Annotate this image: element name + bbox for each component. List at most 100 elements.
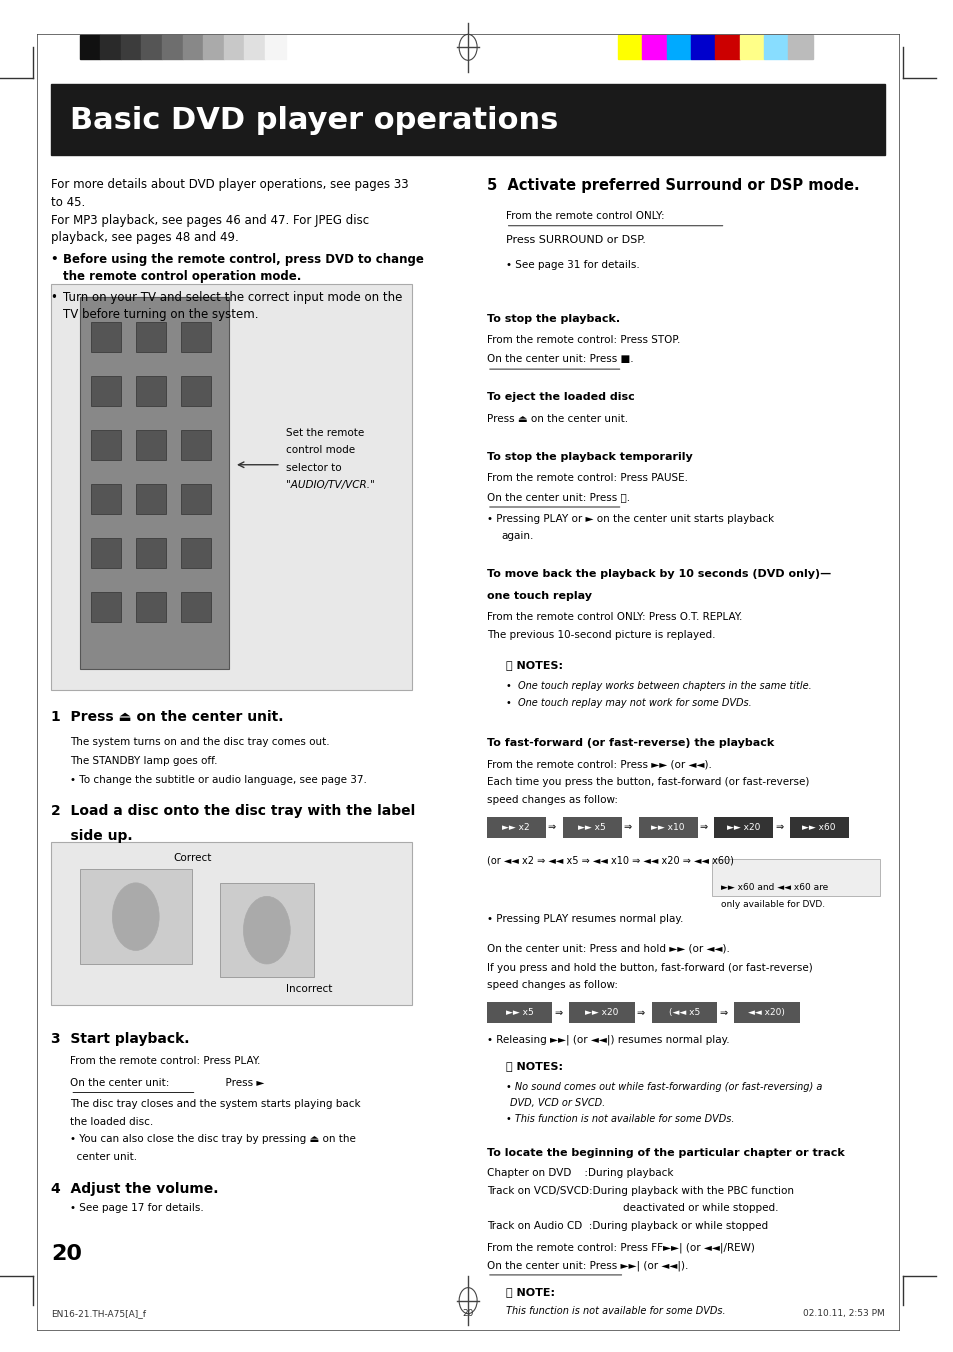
Text: ►► x20: ►► x20 (726, 823, 760, 831)
Bar (739, 35, 763, 59)
Text: •: • (51, 291, 62, 304)
Bar (180, 538, 211, 568)
Text: • You can also close the disc tray by pressing ⏏ on the: • You can also close the disc tray by pr… (71, 1134, 355, 1144)
Text: ⇒: ⇒ (623, 822, 631, 833)
Text: DVD, VCD or SVCD.: DVD, VCD or SVCD. (510, 1098, 605, 1107)
Bar (220, 883, 314, 977)
Bar (51, 842, 412, 1005)
Text: TV before turning on the system.: TV before turning on the system. (63, 308, 258, 322)
Text: From the remote control ONLY: Press O.T. REPLAY.: From the remote control ONLY: Press O.T.… (486, 612, 741, 622)
Text: This function is not available for some DVDs.: This function is not available for some … (505, 1306, 724, 1315)
Bar (91, 322, 121, 352)
Bar (486, 1002, 552, 1023)
Bar (224, 35, 244, 59)
Bar (91, 376, 121, 406)
Bar (182, 35, 203, 59)
Text: Press SURROUND or DSP.: Press SURROUND or DSP. (505, 235, 645, 245)
Bar (486, 817, 545, 838)
Text: ►► x5: ►► x5 (578, 823, 605, 831)
Text: selector to: selector to (285, 462, 341, 473)
Text: ►► x60: ►► x60 (801, 823, 835, 831)
Text: deactivated or while stopped.: deactivated or while stopped. (622, 1203, 778, 1213)
Text: • To change the subtitle or audio language, see page 37.: • To change the subtitle or audio langua… (71, 775, 367, 784)
Text: For MP3 playback, see pages 46 and 47. For JPEG disc: For MP3 playback, see pages 46 and 47. F… (51, 214, 369, 227)
Text: control mode: control mode (285, 445, 355, 456)
Text: From the remote control: Press STOP.: From the remote control: Press STOP. (486, 335, 679, 345)
Bar (180, 430, 211, 460)
Text: The previous 10-second picture is replayed.: The previous 10-second picture is replay… (486, 630, 715, 639)
Text: •  One touch replay works between chapters in the same title.: • One touch replay works between chapter… (505, 681, 810, 691)
Text: Set the remote: Set the remote (285, 427, 363, 438)
Text: On the center unit: Press ■.: On the center unit: Press ■. (486, 354, 633, 364)
Text: On the center unit: Press and hold ►► (or ◄◄).: On the center unit: Press and hold ►► (o… (486, 944, 729, 953)
Bar (180, 376, 211, 406)
Bar (638, 817, 697, 838)
Text: Track on Audio CD  :During playback or while stopped: Track on Audio CD :During playback or wh… (486, 1221, 767, 1230)
Text: The system turns on and the disc tray comes out.: The system turns on and the disc tray co… (71, 737, 330, 746)
Text: center unit.: center unit. (71, 1152, 137, 1161)
Text: one touch replay: one touch replay (486, 591, 591, 600)
Bar (91, 484, 121, 514)
Bar (51, 284, 412, 690)
Text: ◄◄ x20): ◄◄ x20) (747, 1009, 784, 1017)
Text: Press ►: Press ► (206, 1078, 264, 1087)
Bar (733, 1002, 799, 1023)
Text: • See page 31 for details.: • See page 31 for details. (505, 260, 639, 269)
Text: (or ◄◄ x2 ⇒ ◄◄ x5 ⇒ ◄◄ x10 ⇒ ◄◄ x20 ⇒ ◄◄ x60): (or ◄◄ x2 ⇒ ◄◄ x5 ⇒ ◄◄ x10 ⇒ ◄◄ x20 ⇒ ◄◄… (486, 856, 733, 865)
Text: the loaded disc.: the loaded disc. (71, 1117, 153, 1126)
Bar (79, 35, 100, 59)
Bar (562, 817, 621, 838)
Bar (51, 84, 883, 155)
Bar (715, 35, 739, 59)
Text: To eject the loaded disc: To eject the loaded disc (486, 392, 634, 402)
Text: From the remote control: Press PAUSE.: From the remote control: Press PAUSE. (486, 473, 687, 483)
Text: From the remote control ONLY:: From the remote control ONLY: (505, 211, 663, 220)
Bar (135, 322, 166, 352)
Text: 20: 20 (462, 1309, 474, 1318)
Bar (203, 35, 224, 59)
Text: On the center unit: Press ⏸.: On the center unit: Press ⏸. (486, 492, 629, 502)
Bar (789, 817, 848, 838)
Text: • See page 17 for details.: • See page 17 for details. (71, 1203, 204, 1213)
Text: ►► x10: ►► x10 (650, 823, 683, 831)
Bar (711, 859, 880, 896)
Text: Turn on your TV and select the correct input mode on the: Turn on your TV and select the correct i… (63, 291, 401, 304)
Text: speed changes as follow:: speed changes as follow: (486, 795, 618, 804)
Text: From the remote control: Press ►► (or ◄◄).: From the remote control: Press ►► (or ◄◄… (486, 760, 711, 769)
Text: • Pressing PLAY resumes normal play.: • Pressing PLAY resumes normal play. (486, 914, 682, 923)
Bar (135, 592, 166, 622)
Text: 3  Start playback.: 3 Start playback. (51, 1032, 190, 1045)
Text: Press ⏏ on the center unit.: Press ⏏ on the center unit. (486, 414, 627, 423)
Text: ►► x20: ►► x20 (585, 1009, 618, 1017)
Text: •  One touch replay may not work for some DVDs.: • One touch replay may not work for some… (505, 698, 751, 707)
Bar (690, 35, 715, 59)
Text: speed changes as follow:: speed changes as follow: (486, 980, 618, 990)
Text: To move back the playback by 10 seconds (DVD only)—: To move back the playback by 10 seconds … (486, 569, 830, 579)
Text: ⇒: ⇒ (699, 822, 707, 833)
Text: again.: again. (500, 531, 533, 541)
Text: To fast-forward (or fast-reverse) the playback: To fast-forward (or fast-reverse) the pl… (486, 738, 773, 748)
Circle shape (243, 896, 290, 964)
Text: From the remote control: Press PLAY.: From the remote control: Press PLAY. (71, 1056, 260, 1065)
Text: 5  Activate preferred Surround or DSP mode.: 5 Activate preferred Surround or DSP mod… (486, 178, 859, 193)
Text: 2  Load a disc onto the disc tray with the label: 2 Load a disc onto the disc tray with th… (51, 804, 416, 818)
Bar (79, 297, 229, 669)
Text: 1  Press ⏏ on the center unit.: 1 Press ⏏ on the center unit. (51, 710, 284, 723)
Bar (100, 35, 121, 59)
Text: ⇒: ⇒ (719, 1007, 726, 1018)
Bar (135, 538, 166, 568)
Bar (91, 430, 121, 460)
Text: To stop the playback.: To stop the playback. (486, 314, 619, 323)
Text: •: • (51, 253, 63, 266)
Bar (787, 35, 812, 59)
Text: ►► x2: ►► x2 (501, 823, 529, 831)
Text: 02.10.11, 2:53 PM: 02.10.11, 2:53 PM (802, 1309, 883, 1318)
Text: • This function is not available for some DVDs.: • This function is not available for som… (505, 1114, 733, 1124)
Text: ►► x5: ►► x5 (505, 1009, 533, 1017)
Bar (618, 35, 641, 59)
Text: playback, see pages 48 and 49.: playback, see pages 48 and 49. (51, 231, 239, 245)
Text: 20: 20 (51, 1244, 82, 1264)
Text: (◄◄ x5: (◄◄ x5 (668, 1009, 700, 1017)
Bar (162, 35, 182, 59)
Circle shape (112, 883, 159, 950)
